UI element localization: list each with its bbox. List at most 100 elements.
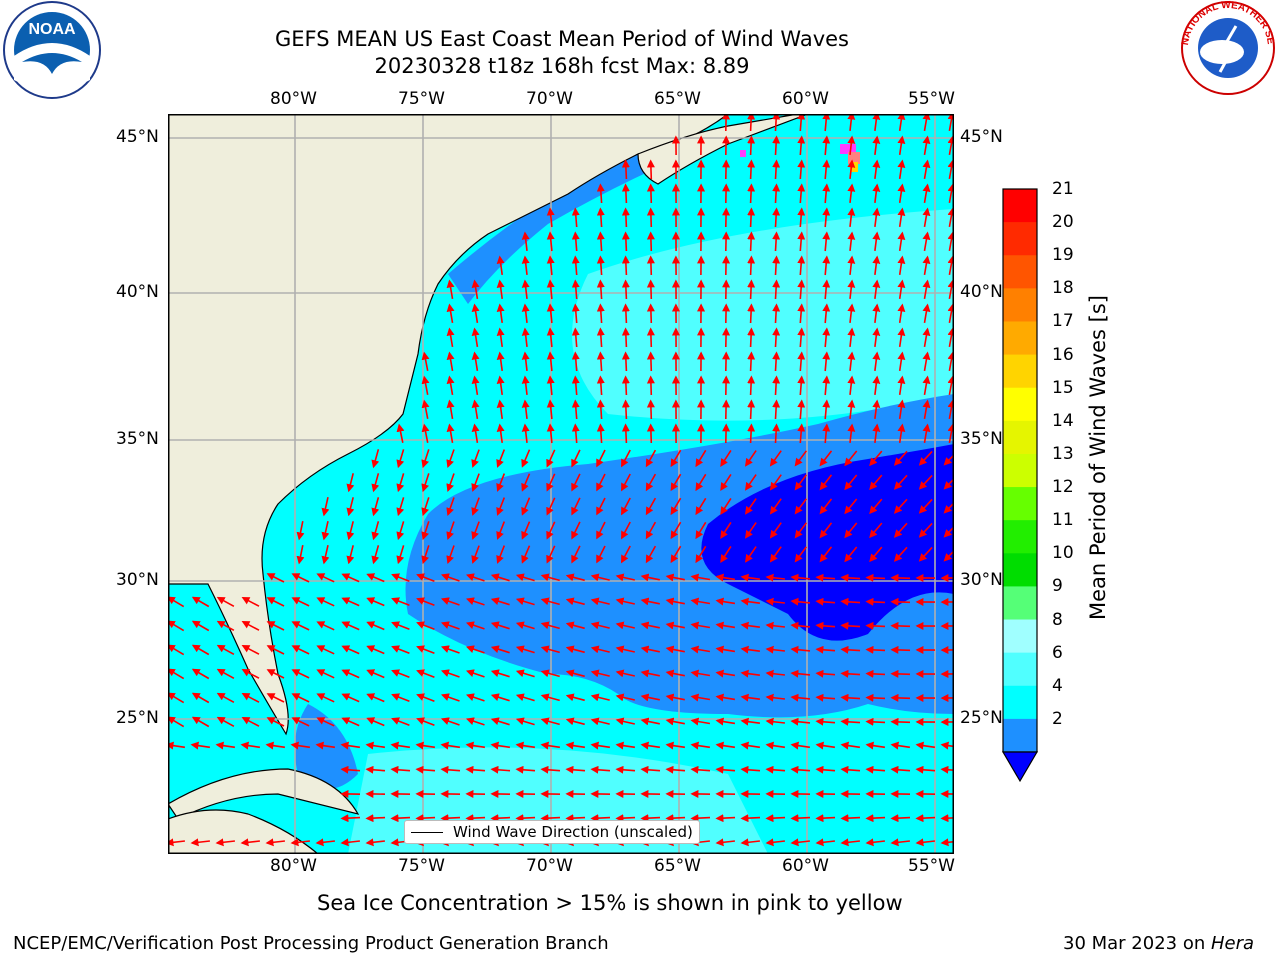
wave-direction-arrow — [316, 693, 335, 703]
wave-direction-arrow — [521, 351, 530, 371]
wave-direction-arrow — [872, 327, 881, 347]
wave-direction-arrow — [596, 327, 605, 348]
wave-direction-arrow — [790, 717, 811, 726]
wave-direction-arrow — [645, 545, 657, 564]
wave-direction-arrow — [471, 303, 480, 324]
wave-direction-arrow — [947, 375, 954, 396]
wave-direction-arrow — [596, 375, 605, 396]
land-nova-scotia — [637, 114, 809, 185]
wave-direction-arrow — [790, 621, 811, 630]
wave-direction-arrow — [521, 521, 531, 540]
wave-direction-arrow — [590, 765, 611, 774]
wave-direction-arrow — [471, 449, 480, 468]
wave-direction-arrow — [240, 741, 261, 750]
wave-direction-arrow — [421, 473, 430, 493]
colorbar-segment — [1003, 255, 1037, 289]
wave-direction-arrow — [621, 375, 630, 396]
wave-direction-arrow — [665, 814, 686, 823]
wave-direction-arrow — [747, 207, 756, 228]
wave-direction-arrow — [922, 375, 931, 396]
wave-direction-arrow — [365, 741, 386, 750]
wave-direction-arrow — [922, 114, 931, 132]
wave-direction-arrow — [565, 669, 585, 678]
wave-direction-arrow — [571, 255, 580, 276]
wave-direction-arrow — [645, 449, 657, 468]
wave-direction-arrow — [940, 741, 954, 750]
wave-direction-arrow — [515, 741, 536, 750]
wave-direction-arrow — [747, 303, 756, 324]
wave-direction-arrow — [947, 351, 954, 372]
wave-direction-arrow — [790, 741, 811, 750]
colorbar-segment — [1003, 321, 1037, 356]
wave-direction-arrow — [596, 303, 605, 324]
wave-direction-arrow — [590, 597, 610, 606]
wave-direction-arrow — [893, 522, 908, 538]
wave-direction-arrow — [790, 814, 811, 823]
wave-direction-arrow — [341, 573, 360, 583]
wave-direction-arrow — [366, 621, 385, 631]
wave-direction-arrow — [922, 183, 931, 204]
wave-direction-arrow — [521, 449, 531, 468]
lon-label-top-1: 80°W — [270, 89, 317, 109]
wave-direction-arrow — [797, 351, 806, 372]
wave-direction-arrow — [695, 545, 707, 564]
colorbar — [1001, 188, 1039, 783]
wave-direction-arrow — [947, 159, 954, 180]
wave-direction-arrow — [922, 135, 931, 156]
wave-direction-arrow — [847, 183, 856, 203]
wave-direction-arrow — [596, 399, 605, 420]
wave-direction-arrow — [797, 279, 806, 300]
colorbar-tick-label: 4 — [1052, 675, 1063, 696]
footer-machine: Hera — [1210, 933, 1255, 954]
colorbar-tick-label: 11 — [1052, 510, 1074, 531]
wave-direction-arrow — [943, 549, 954, 562]
colorbar-segment — [1003, 387, 1037, 422]
wave-direction-arrow — [215, 741, 236, 750]
wave-direction-arrow — [546, 473, 556, 492]
wave-direction-arrow — [496, 545, 506, 564]
wave-direction-arrow — [546, 279, 555, 300]
wave-direction-arrow — [865, 693, 886, 702]
wave-direction-arrow — [168, 838, 185, 847]
wave-direction-arrow — [191, 644, 210, 656]
wave-direction-arrow — [521, 279, 530, 299]
wave-direction-arrow — [341, 717, 360, 727]
wave-direction-arrow — [922, 159, 931, 180]
wave-direction-arrow — [340, 814, 361, 823]
wave-direction-arrow — [446, 545, 455, 565]
wave-direction-arrow — [915, 741, 936, 750]
wave-direction-arrow — [665, 621, 685, 630]
wave-direction-arrow — [266, 621, 285, 631]
wave-direction-arrow — [546, 255, 555, 276]
lon-label-top-4: 65°W — [654, 89, 701, 109]
wave-direction-arrow — [947, 183, 954, 204]
colorbar-segment — [1003, 487, 1037, 521]
wave-direction-arrow — [872, 375, 881, 395]
wave-direction-arrow — [446, 521, 455, 541]
wave-direction-arrow — [168, 692, 185, 704]
wave-direction-arrow — [947, 423, 954, 444]
wave-direction-arrow — [840, 741, 861, 750]
wave-direction-arrow — [869, 522, 883, 539]
wave-direction-arrow — [840, 621, 861, 630]
wave-direction-arrow — [590, 669, 610, 678]
wave-direction-arrow — [690, 669, 711, 678]
wave-direction-arrow — [947, 135, 954, 156]
wave-direction-arrow — [765, 717, 785, 726]
wave-direction-arrow — [565, 814, 586, 823]
wave-direction-arrow — [546, 327, 555, 348]
wave-direction-arrow — [596, 207, 605, 228]
wave-direction-arrow — [747, 135, 756, 156]
wave-direction-arrow — [765, 573, 785, 582]
wave-direction-arrow — [371, 497, 380, 517]
colorbar-tick-label: 14 — [1052, 410, 1074, 431]
wave-direction-arrow — [690, 814, 711, 823]
wave-direction-arrow — [715, 669, 736, 678]
wave-direction-arrow — [822, 327, 831, 348]
wave-direction-arrow — [621, 207, 630, 228]
wave-direction-arrow — [822, 399, 831, 420]
map-border — [168, 114, 954, 854]
wave-direction-arrow — [465, 621, 485, 630]
wave-direction-arrow — [794, 450, 808, 467]
wave-direction-arrow — [465, 645, 485, 654]
